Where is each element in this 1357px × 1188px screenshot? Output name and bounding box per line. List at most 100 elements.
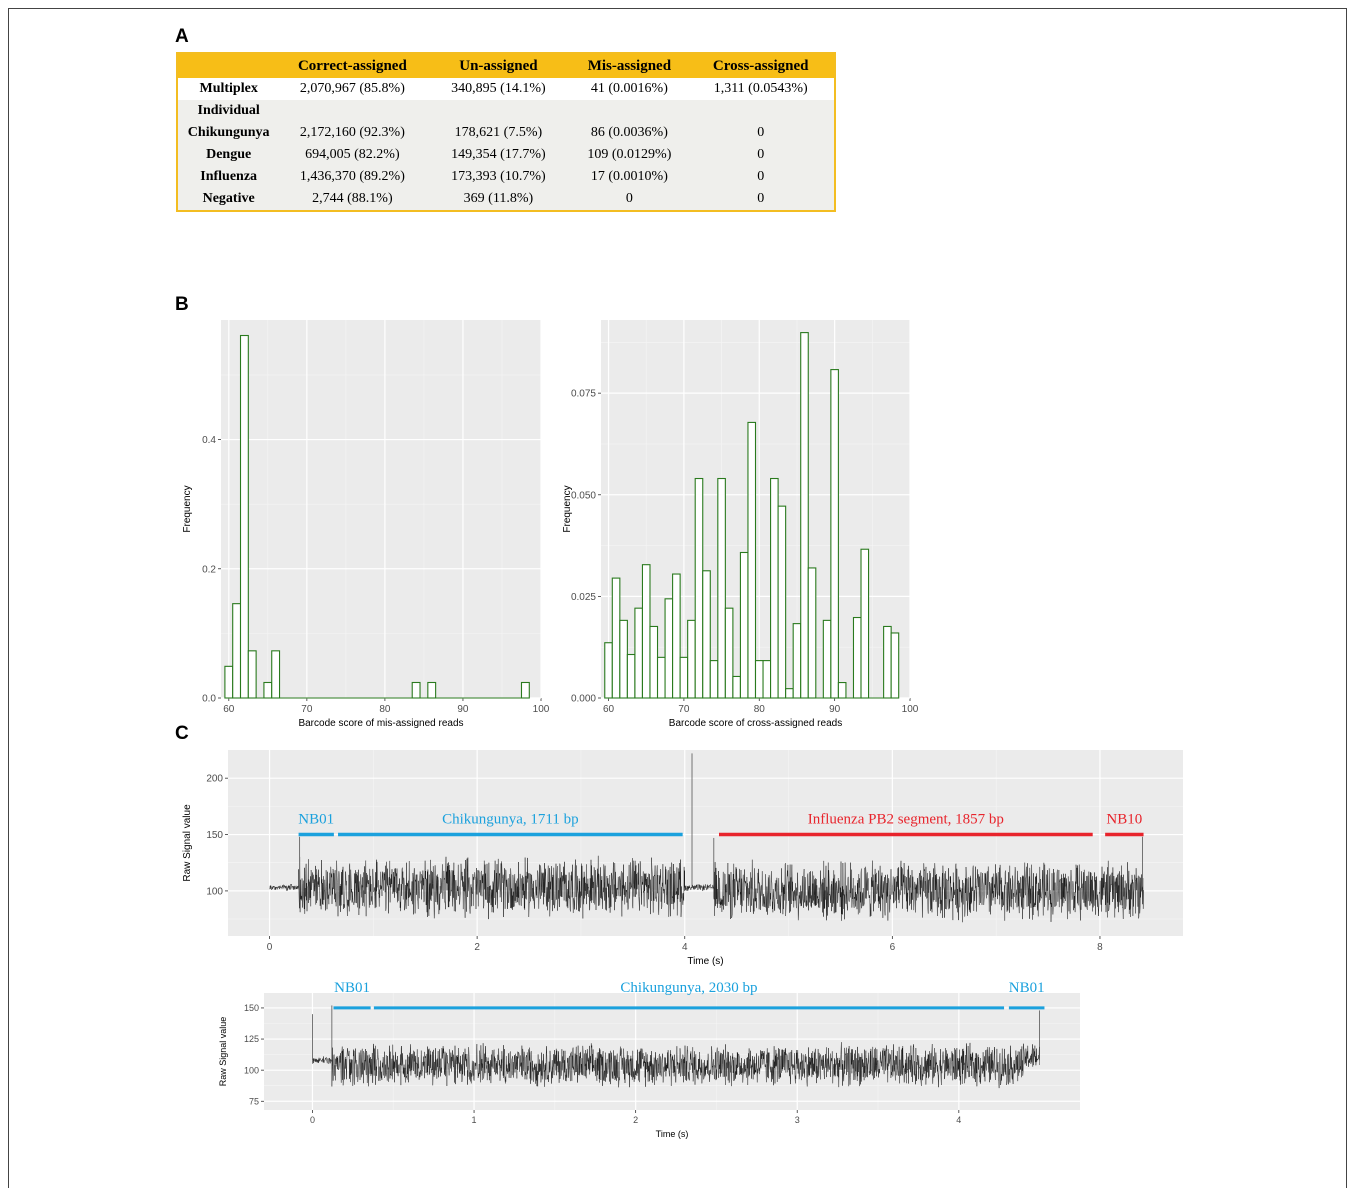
table-cell: 17 (0.0010%) [571,166,688,188]
histogram-bar [687,619,696,699]
x-tick-label: 2 [474,942,480,953]
histogram-bar [830,369,839,699]
x-tick-label: 0 [267,942,273,953]
table-row-label: Multiplex [177,78,280,100]
histogram-bar [762,660,772,699]
x-tick-label: 3 [795,1115,800,1125]
histogram-bar [224,665,234,699]
chart-3: 0 2 4 6 8 100 150 200 Time (s) Raw Signal value NB… [182,750,1183,967]
table-row: Negative 2,744 (88.1%) 369 (11.8%) 0 0 [177,188,835,211]
histogram-bar [626,653,636,699]
histogram-bar [709,660,719,699]
histogram-bar [611,577,621,699]
x-tick-label: 70 [301,704,313,715]
annotation-label: NB01 [334,980,370,996]
histogram-bar [664,598,674,699]
histogram-bar [852,616,862,699]
histogram-bar [411,681,421,699]
x-tick-label: 2 [633,1115,638,1125]
histogram-bar [656,656,666,699]
histogram-bar [890,632,900,699]
histogram-bar [679,656,689,699]
table-cell [571,100,688,122]
histogram-bar [271,650,281,699]
plot-background [221,320,541,698]
table-cell: 2,070,967 (85.8%) [279,78,426,100]
histogram-bar [247,650,257,699]
table-row: Dengue 694,005 (82.2%) 149,354 (17.7%) 109 … [177,144,835,166]
table-header-cell: Correct-assigned [279,53,426,78]
x-axis-title: Barcode score of mis-assigned reads [298,718,463,729]
x-tick-label: 6 [890,942,896,953]
panel-label-b: B [175,294,189,315]
histogram-bar [649,625,659,699]
histogram-bar [672,573,681,699]
histogram-bar [785,688,794,699]
annotation-label: NB01 [1009,980,1045,996]
x-axis-title: Time (s) [687,956,723,967]
table-cell: 0 [687,188,835,211]
histogram-bar [263,681,273,699]
raw-signal-trace [269,855,1144,923]
y-tick-label: 0.075 [571,389,596,400]
raw-signal-trace [312,1042,1040,1089]
table-cell: 1,436,370 (89.2%) [279,166,426,188]
y-tick-label: 0.000 [571,694,596,705]
histogram-bar [604,642,613,699]
histogram-bar [754,660,764,699]
histogram-bar [641,564,651,699]
table-cell: 0 [687,166,835,188]
table-row: Chikungunya 2,172,160 (92.3%) 178,621 (7.5… [177,122,835,144]
table-row-label: Dengue [177,144,280,166]
y-tick-label: 125 [244,1034,259,1044]
chart-2: 60 70 80 90 100 0.000 0.025 0.050 0.075 Barcode s… [562,320,919,729]
histogram-bar [427,681,437,699]
annotation-label: Chikungunya, 2030 bp [620,980,757,996]
y-tick-label: 0.025 [571,592,596,603]
histogram-bar [777,505,787,699]
table-cell: 109 (0.0129%) [571,144,688,166]
table-cell: 2,172,160 (92.3%) [279,122,426,144]
y-tick-label: 75 [249,1096,259,1106]
table-row-label: Negative [177,188,280,211]
histogram-bar [619,619,628,699]
chart-4: 0 1 2 3 4 75 100 125 150 Time (s) Raw Signal value… [218,980,1080,1139]
table-cell: 0 [571,188,688,211]
y-tick-label: 100 [206,886,223,897]
y-tick-label: 0.2 [202,564,216,575]
table-header-cell: Mis-assigned [571,53,688,78]
table-row-label: Influenza [177,166,280,188]
table-header-cell: Cross-assigned [687,53,835,78]
x-tick-label: 80 [379,704,391,715]
histogram-bar [800,332,809,699]
histogram-bar [739,551,749,699]
x-tick-label: 60 [223,704,235,715]
x-tick-label: 4 [682,942,688,953]
y-tick-label: 200 [206,774,223,785]
plot-background [264,993,1080,1110]
table-cell [687,100,835,122]
y-axis-title: Frequency [182,485,193,532]
histogram-bar [822,619,832,699]
table-row: Multiplex 2,070,967 (85.8%) 340,895 (14.1%… [177,78,835,100]
table-cell: 1,311 (0.0543%) [687,78,835,100]
x-tick-label: 4 [956,1115,961,1125]
histogram-bar [634,607,644,699]
histogram-bar [232,603,242,699]
table-row: Influenza 1,436,370 (89.2%) 173,393 (10.7%… [177,166,835,188]
table-header-cell: Un-assigned [425,53,572,78]
x-tick-label: 100 [533,704,550,715]
table-cell: 2,744 (88.1%) [279,188,426,211]
table-cell: 0 [687,122,835,144]
histogram-bar [717,477,726,699]
histogram-bar [837,682,847,699]
x-tick-label: 0 [310,1115,315,1125]
histogram-bar [694,477,704,699]
y-tick-label: 100 [244,1065,259,1075]
table-cell: 41 (0.0016%) [571,78,688,100]
table-row: Individual [177,100,835,122]
histogram-bar [747,421,757,699]
table-cell: 173,393 (10.7%) [425,166,572,188]
histogram-bar [239,334,249,699]
x-tick-label: 100 [902,704,919,715]
